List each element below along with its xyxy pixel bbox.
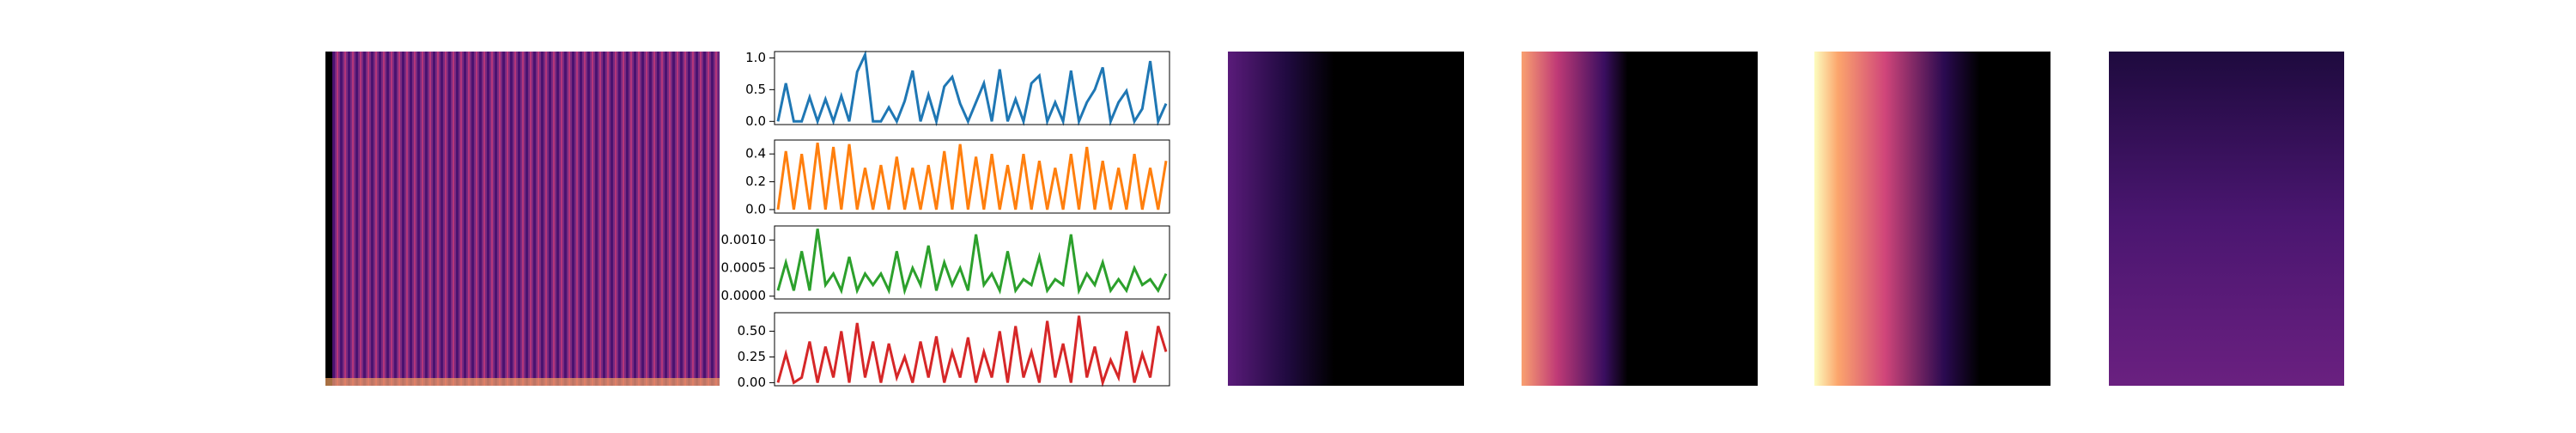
axes-frame [774, 225, 1170, 300]
series-line [776, 143, 1168, 210]
y-tick-label: 0.4 [745, 146, 766, 162]
y-tick-label: 0.00 [738, 375, 766, 390]
y-tick-label: 0.0 [745, 201, 766, 216]
heatmap [2109, 52, 2344, 386]
heatmap [325, 52, 720, 386]
y-tick-label: 0.0 [745, 113, 766, 129]
axes-frame [774, 312, 1170, 387]
heatmap [1228, 52, 1464, 386]
y-tick-label: 0.0010 [721, 232, 767, 247]
heatmap [1814, 52, 2050, 386]
y-tick-label: 0.0005 [721, 260, 767, 276]
series-line [776, 229, 1168, 296]
heatmaps [325, 52, 2344, 386]
y-tick-label: 0.5 [745, 82, 766, 97]
heatmap-row [325, 378, 720, 386]
heatmap-edge [325, 52, 332, 386]
y-tick-label: 0.0000 [721, 288, 767, 303]
series-line [776, 315, 1168, 387]
y-tick-label: 0.50 [738, 323, 766, 338]
axes-frame [774, 51, 1170, 125]
y-tick-label: 1.0 [745, 50, 766, 65]
axes-frame [774, 139, 1170, 214]
y-tick-label: 0.25 [738, 349, 766, 364]
y-tick-label: 0.2 [745, 174, 766, 189]
series-line [776, 50, 1168, 127]
heatmap [1522, 52, 1758, 386]
